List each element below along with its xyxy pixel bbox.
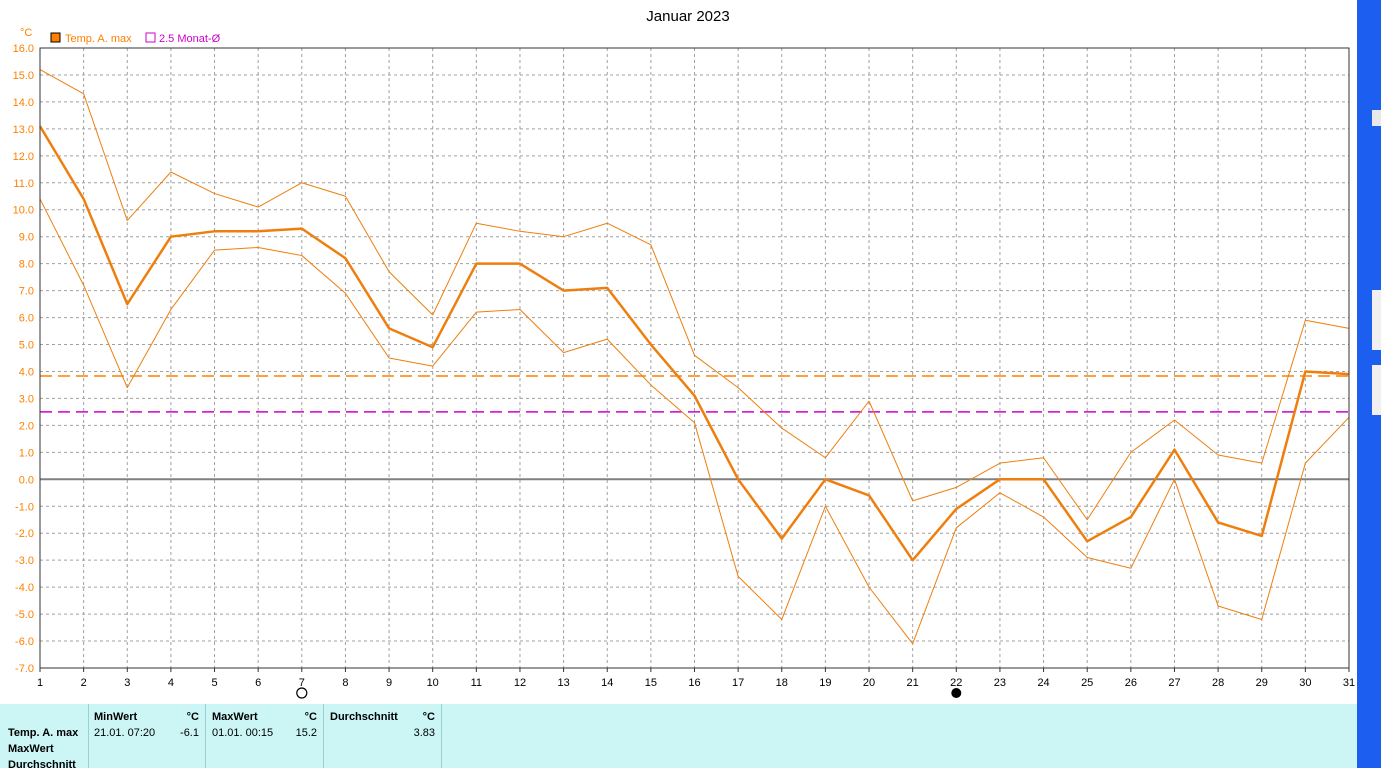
full-moon-icon (296, 687, 308, 699)
y-tick-label: 3.0 (19, 393, 34, 405)
y-tick-label: 5.0 (19, 340, 34, 352)
max-value: 15.2 (295, 727, 317, 739)
y-tick-label: 13.0 (13, 124, 34, 136)
background-window-fragment (1372, 365, 1381, 415)
y-tick-label: 15.0 (13, 70, 34, 82)
y-tick-label: 8.0 (19, 259, 34, 271)
y-tick-label: -3.0 (15, 555, 34, 567)
x-tick-label: 13 (557, 677, 569, 689)
stats-min-column: MinWert °C 21.01. 07:20 -6.1 (89, 704, 206, 768)
series-line-upper-band (39, 69, 1350, 521)
x-tick-label: 14 (601, 677, 613, 689)
y-tick-label: 2.0 (19, 420, 34, 432)
grid (40, 48, 1349, 668)
y-tick-label: -2.0 (15, 528, 34, 540)
x-tick-label: 4 (168, 677, 174, 689)
min-header: MinWert (94, 711, 138, 723)
y-tick-label: 4.0 (19, 366, 34, 378)
x-tick-label: 9 (386, 677, 392, 689)
x-tick-label: 19 (819, 677, 831, 689)
legend-label-avg: 2.5 Monat-Ø (159, 33, 221, 45)
y-tick-label: 1.0 (19, 447, 34, 459)
new-moon-icon (951, 688, 962, 698)
moon-markers (296, 687, 962, 699)
series-lines (38, 69, 1350, 645)
min-date: 21.01. 07:20 (94, 727, 156, 739)
y-tick-label: -5.0 (15, 609, 34, 621)
x-tick-label: 28 (1212, 677, 1224, 689)
x-tick-label: 18 (776, 677, 788, 689)
y-tick-label: 6.0 (19, 313, 34, 325)
x-tick-label: 12 (514, 677, 526, 689)
y-tick-label: 16.0 (13, 43, 34, 55)
x-tick-label: 29 (1256, 677, 1268, 689)
x-tick-label: 25 (1081, 677, 1093, 689)
x-tick-label: 1 (37, 677, 43, 689)
background-window-fragment (1372, 110, 1381, 126)
x-tick-label: 5 (211, 677, 217, 689)
y-tick-label: -4.0 (15, 582, 34, 594)
chart-title: Januar 2023 (646, 8, 729, 25)
background-window-fragment (1372, 290, 1381, 350)
temperature-chart: Januar 2023 °C Temp. A. max 2.5 Monat-Ø … (13, 8, 1355, 699)
x-tick-label: 11 (471, 677, 482, 689)
y-tick-label: 7.0 (19, 286, 34, 298)
max-unit: °C (304, 711, 317, 723)
row-label-temp: Temp. A. max (8, 727, 79, 739)
y-tick-label: -7.0 (15, 663, 34, 675)
stats-panel: Temp. A. max MaxWert Durchschnitt MinWer… (0, 704, 1357, 771)
y-axis-unit: °C (20, 27, 32, 39)
x-tick-label: 15 (645, 677, 657, 689)
stats-max-column: MaxWert °C 01.01. 00:15 15.2 (206, 704, 324, 768)
x-tick-label: 7 (299, 677, 305, 689)
y-tick-label: 14.0 (13, 97, 34, 109)
max-header: MaxWert (212, 711, 258, 723)
avg-unit: °C (422, 711, 435, 723)
x-tick-label: 21 (907, 677, 919, 689)
stats-row-labels: Temp. A. max MaxWert Durchschnitt (0, 704, 89, 771)
x-tick-label: 6 (255, 677, 261, 689)
x-tick-label: 3 (124, 677, 130, 689)
x-tick-label: 31 (1343, 677, 1355, 689)
series-line-lower-band (39, 198, 1350, 645)
x-tick-label: 26 (1125, 677, 1137, 689)
y-tick-label: -1.0 (15, 501, 34, 513)
x-tick-label: 16 (688, 677, 700, 689)
series-line-temp-max (38, 125, 1350, 562)
y-tick-label: 0.0 (19, 474, 34, 486)
row-label-max: MaxWert (8, 743, 54, 755)
x-tick-label: 24 (1037, 677, 1049, 689)
x-tick-label: 27 (1168, 677, 1180, 689)
stats-avg-column: Durchschnitt °C 3.83 (324, 704, 442, 768)
y-tick-label: 11.0 (13, 178, 34, 190)
legend-swatch-temp (50, 32, 61, 43)
y-axis-ticks: 16.0 15.0 14.0 13.0 12.0 11.0 10.0 9.0 8.0 7.0 6.0… (13, 43, 34, 675)
y-tick-label: -6.0 (15, 636, 34, 648)
reference-lines (40, 375, 1349, 413)
max-date: 01.01. 00:15 (212, 727, 274, 739)
x-tick-label: 23 (994, 677, 1006, 689)
x-tick-label: 20 (863, 677, 875, 689)
x-tick-label: 2 (81, 677, 87, 689)
y-tick-label: 9.0 (19, 232, 34, 244)
y-tick-label: 12.0 (13, 151, 34, 163)
legend-label-temp: Temp. A. max (65, 33, 132, 45)
min-unit: °C (186, 711, 199, 723)
plot-frame (39, 47, 1350, 669)
avg-header: Durchschnitt (330, 711, 398, 723)
row-label-avg: Durchschnitt (8, 759, 76, 771)
x-tick-label: 30 (1299, 677, 1311, 689)
x-tick-label: 17 (732, 677, 744, 689)
x-axis-ticks: 1 2 3 4 5 6 7 8 9 10 11 12 13 14 15 16 17 18 19 20 21 22 23 24 2… (37, 668, 1355, 689)
avg-value: 3.83 (413, 727, 435, 739)
x-tick-label: 22 (950, 677, 962, 689)
legend: Temp. A. max 2.5 Monat-Ø (50, 32, 221, 45)
legend-swatch-avg (145, 32, 156, 43)
y-tick-label: 10.0 (13, 205, 34, 217)
min-value: -6.1 (180, 727, 199, 739)
x-tick-label: 8 (342, 677, 348, 689)
x-tick-label: 10 (427, 677, 439, 689)
